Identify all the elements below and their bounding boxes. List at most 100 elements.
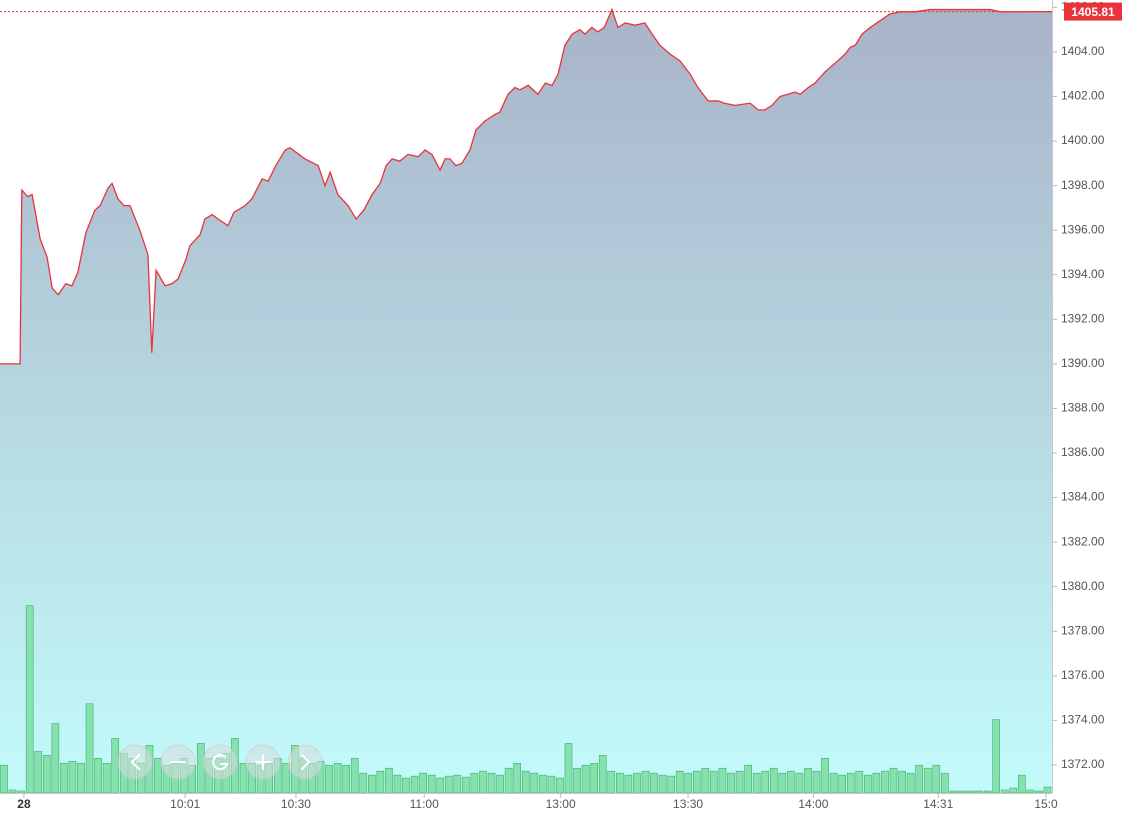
volume-bar <box>821 758 829 794</box>
volume-bar <box>444 775 453 794</box>
volume-bar <box>727 772 735 794</box>
y-tick-label: 1372.00 <box>1061 757 1105 771</box>
volume-bar <box>436 777 445 794</box>
y-tick-label: 1376.00 <box>1061 668 1105 682</box>
volume-bar <box>718 767 727 794</box>
volume-bar <box>25 605 34 794</box>
volume-bar <box>701 767 710 794</box>
axes: 1372.00 1374.00 1376.00 1378.00 1380.00 1382.… <box>0 0 1105 811</box>
volume-bar <box>804 767 812 794</box>
volume-bar <box>684 772 693 794</box>
volume-bar <box>427 774 436 794</box>
x-tick-label: 13:00 <box>546 797 576 811</box>
volume-bar <box>419 772 427 794</box>
x-tick-label: 15:0 <box>1034 797 1058 811</box>
y-tick-label: 1400.00 <box>1061 133 1105 147</box>
volume-bar <box>359 772 368 794</box>
y-tick-label: 1384.00 <box>1061 490 1105 504</box>
volume-bar <box>889 767 898 794</box>
x-tick-label: 28 <box>17 797 31 811</box>
volume-bar <box>470 772 479 794</box>
zoom-controls <box>117 744 323 780</box>
volume-bar <box>573 767 581 794</box>
volume-bar <box>692 770 701 794</box>
volume-bar <box>479 770 487 794</box>
x-tick-label: 13:30 <box>673 797 703 811</box>
volume-bar <box>923 767 932 794</box>
volume-bar <box>239 762 248 794</box>
last-value-box <box>1064 2 1122 21</box>
volume-bar <box>94 758 102 794</box>
volume-bar <box>667 775 675 794</box>
overlay: 1405.81 <box>0 2 1122 21</box>
volume-bar <box>855 770 864 794</box>
volume-bar <box>77 762 85 794</box>
volume-bar <box>462 776 470 794</box>
volume-bar <box>624 774 633 794</box>
x-tick-label: 10:01 <box>170 797 200 811</box>
zoom-out-button[interactable] <box>160 744 196 780</box>
last-value-label: 1405.81 <box>1071 5 1115 19</box>
y-tick-label: 1398.00 <box>1061 178 1105 192</box>
volume-bar <box>829 772 838 794</box>
volume-bar <box>487 772 496 794</box>
volume-bars <box>0 605 1052 794</box>
volume-bar <box>367 774 376 794</box>
volume-bar <box>846 772 855 794</box>
volume-bar <box>68 760 77 794</box>
volume-bar <box>154 758 162 794</box>
y-tick-label: 1396.00 <box>1061 222 1105 236</box>
volume-bar <box>838 774 847 794</box>
volume-bar <box>60 762 68 794</box>
volume-bar <box>111 738 120 794</box>
y-tick-label: 1402.00 <box>1061 89 1105 103</box>
y-tick-label: 1388.00 <box>1061 401 1105 415</box>
volume-bar <box>34 751 43 794</box>
x-tick-label: 14:00 <box>798 797 828 811</box>
volume-bar <box>607 770 616 794</box>
volume-bar <box>744 764 752 794</box>
y-tick-label: 1374.00 <box>1061 713 1105 727</box>
volume-bar <box>196 743 205 794</box>
volume-bar <box>864 774 872 794</box>
volume-bar <box>812 770 821 794</box>
volume-bar <box>658 774 667 794</box>
plot-area <box>0 7 1053 794</box>
volume-bar <box>325 764 333 794</box>
y-tick-label: 1378.00 <box>1061 623 1105 637</box>
volume-bar <box>881 770 889 794</box>
volume-bar <box>410 775 419 794</box>
volume-bar <box>769 767 778 794</box>
volume-bar <box>949 790 958 794</box>
scroll-right-button[interactable] <box>287 744 323 780</box>
volume-bar <box>1009 787 1018 794</box>
volume-bar <box>992 719 1000 794</box>
volume-bar <box>539 774 547 794</box>
volume-bar <box>1017 774 1026 794</box>
volume-bar <box>633 772 641 794</box>
price-line <box>0 7 1053 365</box>
volume-bar <box>85 703 94 794</box>
volume-bar <box>795 772 804 794</box>
volume-bar <box>333 762 342 794</box>
x-tick-label: 14:31 <box>923 797 953 811</box>
volume-bar <box>0 764 8 794</box>
volume-bar <box>872 772 881 794</box>
y-tick-label: 1382.00 <box>1061 534 1105 548</box>
volume-bar <box>650 772 658 794</box>
volume-bar <box>342 764 350 794</box>
volume-bar <box>547 775 556 794</box>
volume-bar <box>530 772 539 794</box>
scroll-left-button[interactable] <box>117 744 153 780</box>
reset-button[interactable] <box>202 744 238 780</box>
volume-bar <box>564 743 573 794</box>
volume-bar <box>350 758 359 794</box>
volume-bar <box>102 762 111 794</box>
volume-bar <box>1035 790 1043 794</box>
volume-bar <box>958 790 966 794</box>
y-tick-label: 1386.00 <box>1061 445 1105 459</box>
volume-bar <box>581 764 590 794</box>
zoom-in-button[interactable] <box>245 744 281 780</box>
